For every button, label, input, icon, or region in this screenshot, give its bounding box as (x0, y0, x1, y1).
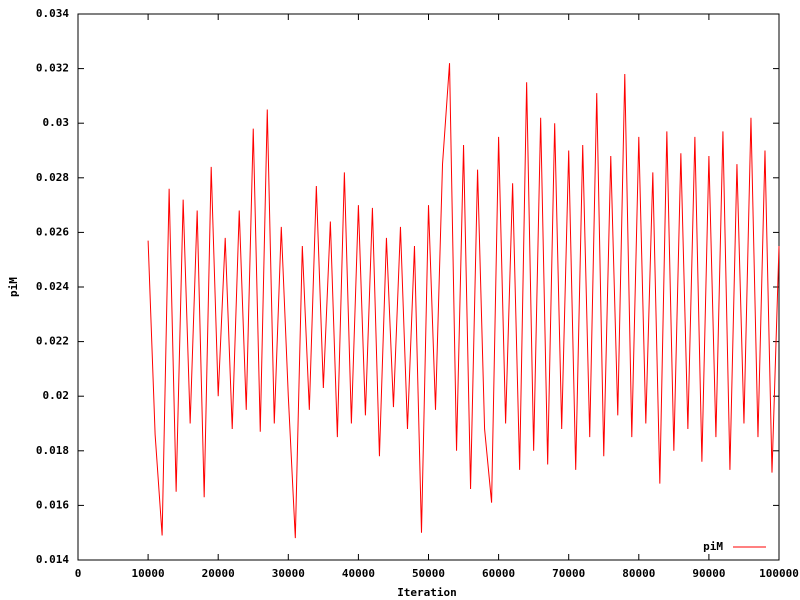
y-tick-label: 0.026 (36, 225, 69, 238)
x-tick-label: 20000 (202, 567, 235, 580)
y-tick-label: 0.034 (36, 7, 69, 20)
x-tick-label: 70000 (552, 567, 585, 580)
x-tick-label: 100000 (759, 567, 799, 580)
x-tick-label: 0 (75, 567, 82, 580)
y-tick-label: 0.02 (43, 389, 70, 402)
y-tick-label: 0.028 (36, 171, 69, 184)
x-tick-label: 60000 (482, 567, 515, 580)
legend-label: piM (703, 540, 723, 553)
y-tick-label: 0.024 (36, 280, 69, 293)
y-tick-label: 0.018 (36, 444, 69, 457)
series-line (147, 63, 780, 539)
x-tick-label: 40000 (342, 567, 375, 580)
x-tick-label: 90000 (692, 567, 725, 580)
plot-frame (77, 13, 780, 561)
y-axis-label: piM (7, 277, 20, 297)
y-tick-label: 0.032 (36, 62, 69, 75)
x-axis-label: Iteration (397, 586, 457, 599)
y-tick-label: 0.014 (36, 553, 69, 566)
x-tick-label: 50000 (412, 567, 445, 580)
x-tick-label: 10000 (132, 567, 165, 580)
y-tick-label: 0.016 (36, 498, 69, 511)
x-tick-label: 30000 (272, 567, 305, 580)
y-tick-label: 0.022 (36, 335, 69, 348)
y-tick-label: 0.03 (43, 116, 70, 129)
x-tick-label: 80000 (622, 567, 655, 580)
